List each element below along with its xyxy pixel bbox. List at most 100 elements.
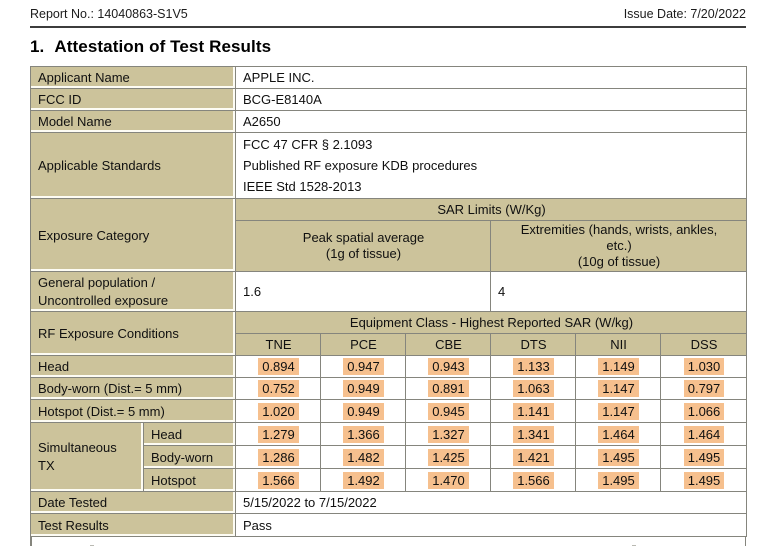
section-title-text: Attestation of Test Results <box>54 37 272 56</box>
label-line: Uncontrolled exposure <box>38 292 169 308</box>
sar-value: 1.495 <box>659 445 748 469</box>
highlighted-value: 1.495 <box>598 448 639 466</box>
highlighted-value: 1.470 <box>428 471 469 489</box>
section-title: 1. Attestation of Test Results <box>30 37 746 57</box>
value-applicable-standards: FCC 47 CFR § 2.1093 Published RF exposur… <box>234 132 748 199</box>
highlighted-value: 1.566 <box>258 471 299 489</box>
section-number: 1. <box>30 37 45 56</box>
sar-value: 0.947 <box>320 355 406 378</box>
sar-value: 1.149 <box>575 355 661 378</box>
header-line: (1g of tissue) <box>325 246 402 261</box>
highlighted-value: 0.943 <box>428 358 469 375</box>
value-test-results: Pass <box>234 513 748 537</box>
table-row: Exposure Category SAR Limits (W/Kg) <box>30 198 748 272</box>
sar-value: 1.141 <box>490 399 576 423</box>
standard-line: Published RF exposure KDB procedures <box>243 158 478 173</box>
column-header-nii: NII <box>575 333 661 356</box>
label-rf-exposure-conditions: RF Exposure Conditions <box>30 311 236 356</box>
header-peak-spatial-average: Peak spatial average (1g of tissue) <box>235 220 491 272</box>
table-row: Applicant Name APPLE INC. <box>30 66 748 89</box>
label-head: Head <box>30 355 236 378</box>
column-header-cbe: CBE <box>405 333 491 356</box>
sar-value: 1.133 <box>490 355 576 378</box>
label-line: Simultaneous <box>38 440 117 455</box>
label-test-results: Test Results <box>30 513 236 537</box>
sar-value: 1.286 <box>235 445 321 469</box>
label-applicant-name: Applicant Name <box>30 66 236 89</box>
header-equipment-class: Equipment Class - Highest Reported SAR (… <box>234 311 748 334</box>
table-row: Test Results Pass <box>30 513 748 537</box>
issue-date: Issue Date: 7/20/2022 <box>623 7 746 21</box>
sar-value: 1.470 <box>405 468 491 492</box>
value-peak-limit: 1.6 <box>235 271 491 312</box>
highlighted-value: 0.949 <box>343 402 384 420</box>
header-sar-limits: SAR Limits (W/Kg) <box>234 198 748 221</box>
highlighted-value: 0.891 <box>428 380 469 397</box>
highlighted-value: 1.366 <box>343 425 384 443</box>
header-line: (10g of tissue) <box>577 254 661 269</box>
sar-value: 0.943 <box>405 355 491 378</box>
label-applicable-standards: Applicable Standards <box>30 132 236 199</box>
table-row: Simultaneous TX Head 1.279 1.366 1.327 1… <box>30 422 748 492</box>
highlighted-value: 1.421 <box>513 448 554 466</box>
label-simultaneous-tx: Simultaneous TX <box>30 422 144 492</box>
table-row: RF Exposure Conditions Equipment Class -… <box>30 311 748 356</box>
table-row: Peak spatial average (1g of tissue) Extr… <box>31 220 748 272</box>
sublabel-head: Head <box>143 422 236 446</box>
column-header-tne: TNE <box>235 333 321 356</box>
highlighted-value: 1.425 <box>428 448 469 466</box>
standard-line: IEEE Std 1528-2013 <box>243 179 362 194</box>
highlighted-value: 1.341 <box>513 425 554 443</box>
sar-value: 1.492 <box>320 468 406 492</box>
highlighted-value: 1.495 <box>683 471 725 489</box>
highlighted-value: 1.464 <box>683 425 725 443</box>
label-fcc-id: FCC ID <box>30 88 236 111</box>
header-rule <box>30 26 746 28</box>
highlighted-value: 0.797 <box>683 380 725 397</box>
standard-line: FCC 47 CFR § 2.1093 <box>243 137 373 152</box>
label-hotspot: Hotspot (Dist.= 5 mm) <box>30 399 236 423</box>
highlighted-value: 1.279 <box>258 425 299 443</box>
highlighted-value: 0.949 <box>343 380 384 397</box>
sar-value: 1.421 <box>490 445 576 469</box>
highlighted-value: 1.141 <box>513 402 554 420</box>
value-applicant-name: APPLE INC. <box>234 66 748 89</box>
label-model-name: Model Name <box>30 110 236 133</box>
sar-value: 0.891 <box>405 377 491 400</box>
sar-value: 1.566 <box>235 468 321 492</box>
column-header-dss: DSS <box>659 333 748 356</box>
sublabel-body-worn: Body-worn <box>143 445 236 469</box>
value-fcc-id: BCG-E8140A <box>234 88 748 111</box>
table-row: FCC ID BCG-E8140A <box>30 88 748 111</box>
value-extremities-limit: 4 <box>489 271 748 312</box>
sar-value: 0.945 <box>405 399 491 423</box>
column-header-pce: PCE <box>320 333 406 356</box>
attestation-table: Applicant Name APPLE INC. FCC ID BCG-E81… <box>30 66 748 537</box>
highlighted-value: 1.149 <box>598 358 639 375</box>
report-number: Report No.: 14040863-S1V5 <box>30 7 188 21</box>
sar-value: 1.066 <box>659 399 748 423</box>
highlighted-value: 0.894 <box>258 358 299 375</box>
highlighted-value: 0.752 <box>258 380 299 397</box>
sar-value: 1.063 <box>490 377 576 400</box>
header-line: Extremities (hands, wrists, ankles, <box>520 222 718 237</box>
label-body-worn: Body-worn (Dist.= 5 mm) <box>30 377 236 400</box>
label-exposure-category: Exposure Category <box>30 198 236 272</box>
sublabel-hotspot: Hotspot <box>143 468 236 492</box>
sar-value: 0.797 <box>659 377 748 400</box>
sar-value: 1.279 <box>235 422 321 446</box>
sar-value: 1.425 <box>405 445 491 469</box>
sar-value: 1.495 <box>575 445 661 469</box>
table-row: Head 0.894 0.947 0.943 1.133 1.149 1.030 <box>30 355 748 378</box>
highlighted-value: 1.495 <box>598 471 639 489</box>
value-date-tested: 5/15/2022 to 7/15/2022 <box>234 491 748 514</box>
sar-value: 1.464 <box>659 422 748 446</box>
header-line: Peak spatial average <box>302 230 425 245</box>
sar-value: 1.147 <box>575 377 661 400</box>
highlighted-value: 1.066 <box>683 402 725 420</box>
page-header: Report No.: 14040863-S1V5 Issue Date: 7/… <box>30 6 746 26</box>
table-row: Hotspot (Dist.= 5 mm) 1.020 0.949 0.945 … <box>30 399 748 423</box>
sar-value: 1.327 <box>405 422 491 446</box>
table-row: Date Tested 5/15/2022 to 7/15/2022 <box>30 491 748 514</box>
table-row: Applicable Standards FCC 47 CFR § 2.1093… <box>30 132 748 199</box>
